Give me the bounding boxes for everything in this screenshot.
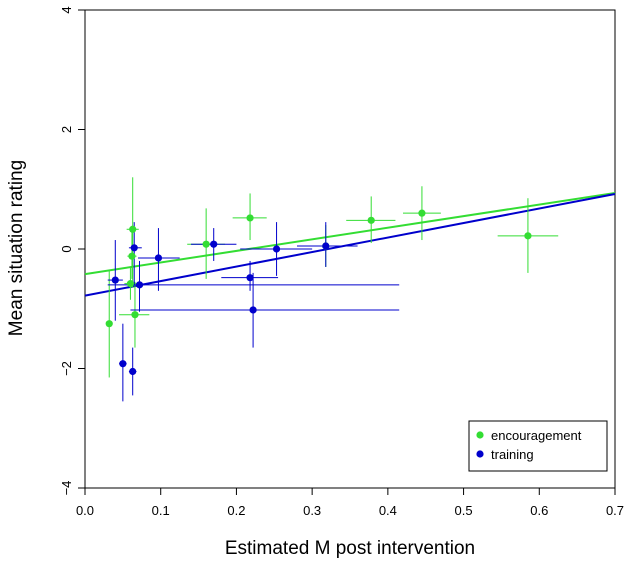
data-point-encouragement [418,209,426,217]
fit-line-training [84,192,616,297]
data-point-encouragement [367,216,375,224]
x-tick-label: 0.1 [152,503,170,518]
legend-label-training: training [491,447,534,462]
x-tick-label: 0.0 [76,503,94,518]
data-point-encouragement [246,214,254,222]
y-tick-label: 0 [59,245,74,252]
data-point-encouragement [105,320,113,328]
data-point-training [130,244,138,252]
y-tick-label: −2 [59,361,74,376]
data-point-training [210,240,218,248]
plot-frame [84,9,616,489]
data-point-encouragement [126,280,135,288]
data-point-training [246,274,254,282]
data-points [105,209,532,376]
error-bars [107,177,559,402]
data-point-training [111,276,119,284]
y-tick-label: 4 [59,6,74,13]
y-axis: −4 −2 0 2 4 [59,6,85,495]
data-point-encouragement [129,225,137,233]
y-tick-label: 2 [59,126,74,133]
data-point-encouragement [524,232,532,240]
y-axis-title: Mean situation rating [6,160,27,336]
data-point-training [135,281,144,289]
legend-label-encouragement: encouragement [491,428,582,443]
data-point-training [119,360,127,368]
data-point-encouragement [202,240,210,248]
data-point-training [322,242,330,250]
data-point-encouragement [131,311,139,319]
fit-lines [84,191,616,297]
x-tick-label: 0.7 [606,503,624,518]
y-tick-label: −4 [59,481,74,496]
data-point-training [154,254,163,262]
data-point-encouragement [128,252,136,260]
x-tick-label: 0.6 [530,503,548,518]
x-tick-label: 0.3 [303,503,321,518]
legend-box [468,420,608,472]
x-axis-title: Estimated M post intervention [225,538,475,559]
data-point-training [272,245,281,253]
x-tick-label: 0.4 [379,503,397,518]
x-tick-label: 0.2 [227,503,245,518]
fit-line-encouragement [84,191,616,276]
x-axis: 0.0 0.1 0.2 0.3 0.4 0.5 0.6 0.7 [76,488,624,518]
x-tick-label: 0.5 [455,503,473,518]
data-point-training [129,367,137,376]
legend-marker-training [476,450,484,458]
legend-marker-encouragement [476,431,484,439]
data-point-training [249,306,257,314]
legend: encouragement training [468,420,608,472]
